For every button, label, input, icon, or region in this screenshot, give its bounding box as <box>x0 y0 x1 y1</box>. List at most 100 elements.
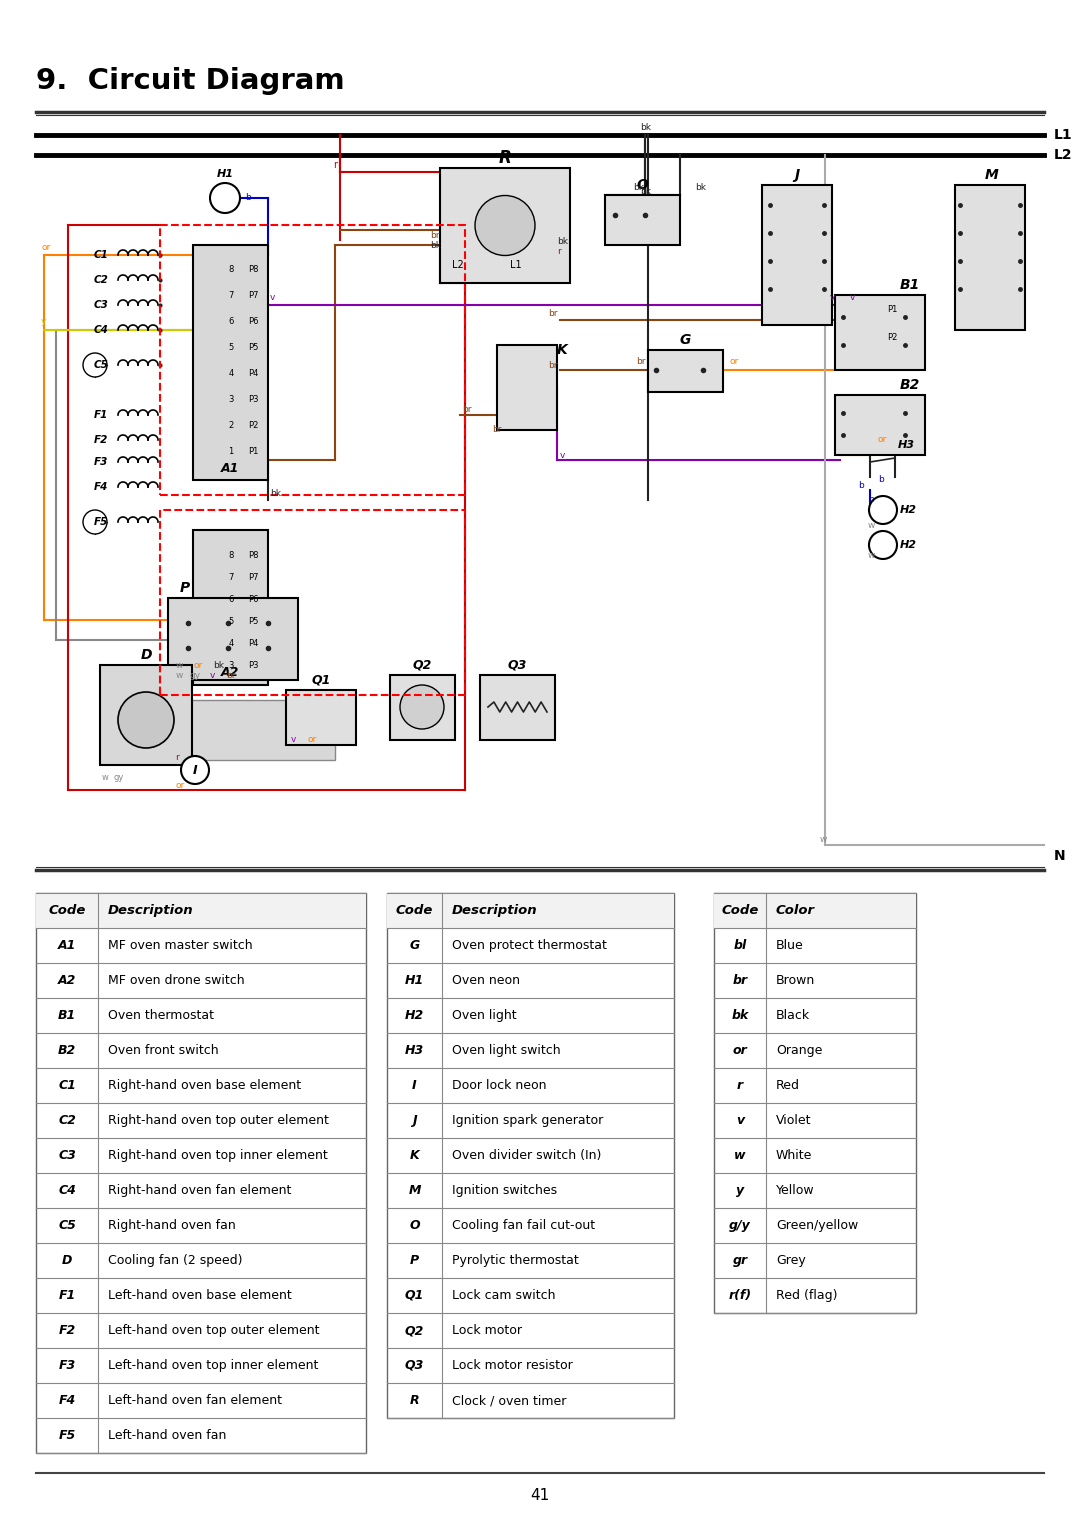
Text: C4: C4 <box>93 325 108 334</box>
Text: gy: gy <box>114 773 124 782</box>
Text: C3: C3 <box>93 299 108 310</box>
Bar <box>160 510 465 695</box>
Text: C5: C5 <box>58 1219 76 1232</box>
Bar <box>648 350 723 392</box>
Bar <box>100 664 192 765</box>
Text: Red (flag): Red (flag) <box>777 1289 837 1303</box>
Text: A2: A2 <box>221 666 240 680</box>
Text: b: b <box>878 475 883 484</box>
Text: Red: Red <box>777 1080 800 1092</box>
Text: Left-hand oven fan element: Left-hand oven fan element <box>108 1394 282 1406</box>
Text: Oven divider switch (In): Oven divider switch (In) <box>453 1148 602 1162</box>
Text: r: r <box>175 753 179 762</box>
Text: C1: C1 <box>58 1080 76 1092</box>
Text: B1: B1 <box>58 1009 76 1022</box>
Bar <box>36 893 366 928</box>
Text: Yellow: Yellow <box>777 1183 814 1197</box>
Text: b: b <box>868 495 874 504</box>
Text: F2: F2 <box>58 1324 76 1338</box>
Text: K: K <box>557 344 568 357</box>
Text: 8: 8 <box>228 551 233 559</box>
Text: or: or <box>193 661 202 670</box>
Text: R: R <box>499 150 511 166</box>
Text: P: P <box>410 1254 419 1267</box>
Text: L2: L2 <box>453 260 463 270</box>
Text: F1: F1 <box>94 411 108 420</box>
Text: C2: C2 <box>93 275 108 286</box>
Text: Right-hand oven fan: Right-hand oven fan <box>108 1219 235 1232</box>
Text: Left-hand oven base element: Left-hand oven base element <box>108 1289 292 1303</box>
Text: F3: F3 <box>94 457 108 467</box>
Text: H1: H1 <box>216 169 233 179</box>
Text: H2: H2 <box>900 541 917 550</box>
Text: Right-hand oven top outer element: Right-hand oven top outer element <box>108 1115 329 1127</box>
Text: P8: P8 <box>248 266 258 275</box>
Text: Ignition switches: Ignition switches <box>453 1183 557 1197</box>
Bar <box>36 121 1044 864</box>
Text: Pyrolytic thermostat: Pyrolytic thermostat <box>453 1254 579 1267</box>
Text: Description: Description <box>453 904 538 918</box>
Text: L1: L1 <box>510 260 522 270</box>
Text: P3: P3 <box>248 395 258 405</box>
Text: r: r <box>737 1080 743 1092</box>
Bar <box>762 185 832 325</box>
Text: Q3: Q3 <box>508 658 527 672</box>
Text: or: or <box>730 357 739 366</box>
Text: Oven protect thermostat: Oven protect thermostat <box>453 939 607 951</box>
Text: F5: F5 <box>94 518 108 527</box>
Text: 7: 7 <box>228 292 233 301</box>
Bar <box>497 345 557 431</box>
Text: M: M <box>408 1183 421 1197</box>
Circle shape <box>869 531 897 559</box>
Text: Code: Code <box>49 904 85 918</box>
Text: br: br <box>732 974 747 986</box>
Text: C2: C2 <box>58 1115 76 1127</box>
Text: D: D <box>62 1254 72 1267</box>
Text: Q1: Q1 <box>405 1289 424 1303</box>
Text: I: I <box>413 1080 417 1092</box>
Text: 6: 6 <box>228 594 233 603</box>
Text: v: v <box>735 1115 744 1127</box>
Text: Grey: Grey <box>777 1254 806 1267</box>
Text: Right-hand oven top inner element: Right-hand oven top inner element <box>108 1148 327 1162</box>
Circle shape <box>210 183 240 212</box>
Text: 9.  Circuit Diagram: 9. Circuit Diagram <box>36 67 345 95</box>
Text: v: v <box>270 293 275 302</box>
Bar <box>714 893 916 928</box>
Text: C4: C4 <box>58 1183 76 1197</box>
Text: y: y <box>41 318 46 327</box>
Text: w: w <box>734 1148 746 1162</box>
Text: r: r <box>333 160 337 169</box>
Text: 3: 3 <box>228 395 233 405</box>
Text: gr: gr <box>732 1254 747 1267</box>
Text: br: br <box>226 672 235 681</box>
Circle shape <box>400 686 444 728</box>
Text: Right-hand oven base element: Right-hand oven base element <box>108 1080 301 1092</box>
Text: H2: H2 <box>405 1009 424 1022</box>
Bar <box>193 530 268 686</box>
Text: M: M <box>985 168 999 182</box>
Text: w: w <box>176 672 184 681</box>
Text: P6: P6 <box>248 594 258 603</box>
Text: R: R <box>409 1394 419 1406</box>
Text: r(f): r(f) <box>728 1289 752 1303</box>
Text: Code: Code <box>721 904 758 918</box>
Text: D: D <box>140 647 152 663</box>
Text: bk: bk <box>270 490 281 498</box>
Text: w: w <box>868 551 876 559</box>
Text: N: N <box>1054 849 1066 863</box>
Text: O: O <box>409 1219 420 1232</box>
Text: Orange: Orange <box>777 1044 822 1057</box>
Text: F4: F4 <box>94 483 108 492</box>
Text: G: G <box>679 333 691 347</box>
Text: 4: 4 <box>228 370 233 379</box>
Text: 7: 7 <box>228 573 233 582</box>
Text: P4: P4 <box>248 370 258 379</box>
Text: B2: B2 <box>58 1044 76 1057</box>
Text: or: or <box>308 736 318 745</box>
Text: White: White <box>777 1148 812 1162</box>
Text: H3: H3 <box>897 440 915 450</box>
Text: or: or <box>41 243 51 252</box>
Bar <box>440 168 570 282</box>
Text: v: v <box>831 293 835 302</box>
